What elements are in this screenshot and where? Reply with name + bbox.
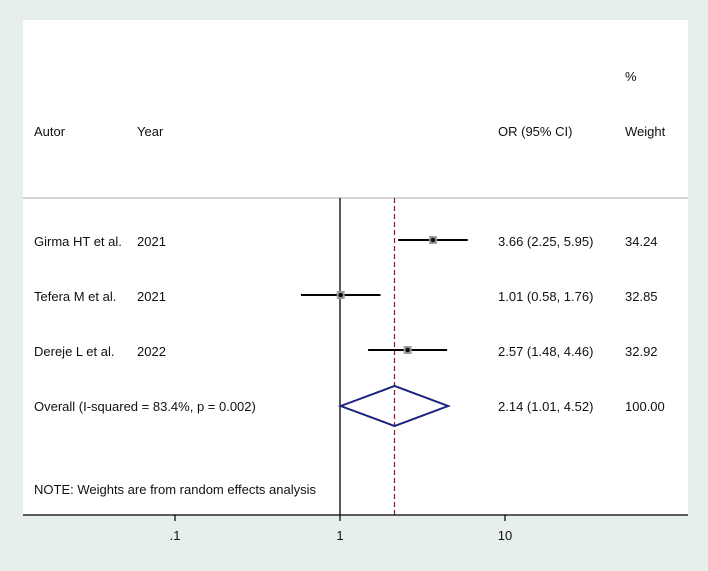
header-year: Year	[137, 124, 164, 139]
x-tick-label: .1	[170, 528, 181, 543]
overall-label: Overall (I-squared = 83.4%, p = 0.002)	[34, 399, 256, 414]
overall-diamond	[337, 384, 451, 428]
study-author: Dereje L et al.	[34, 344, 114, 359]
x-tick-label: 1	[336, 528, 343, 543]
study-year: 2021	[137, 234, 166, 249]
study-year: 2021	[137, 289, 166, 304]
study-point-estimate	[338, 292, 344, 298]
header-weight-percent: %	[625, 69, 637, 84]
study-or-text: 1.01 (0.58, 1.76)	[498, 289, 593, 304]
study-author: Girma HT et al.	[34, 234, 122, 249]
footnote: NOTE: Weights are from random effects an…	[34, 482, 317, 497]
study-or-text: 3.66 (2.25, 5.95)	[498, 234, 593, 249]
study-or-text: 2.57 (1.48, 4.46)	[498, 344, 593, 359]
plot-area	[23, 20, 688, 515]
header-author: Autor	[34, 124, 66, 139]
overall-or-text: 2.14 (1.01, 4.52)	[498, 399, 593, 414]
study-point-estimate	[430, 237, 436, 243]
study-weight: 32.92	[625, 344, 658, 359]
header-or: OR (95% CI)	[498, 124, 572, 139]
x-tick-label: 10	[498, 528, 512, 543]
header-weight: Weight	[625, 124, 666, 139]
study-weight: 32.85	[625, 289, 658, 304]
chart-marks: .1 1 10	[23, 198, 688, 543]
study-author: Tefera M et al.	[34, 289, 116, 304]
study-weight: 34.24	[625, 234, 658, 249]
overall-weight: 100.00	[625, 399, 665, 414]
study-point-estimate	[405, 347, 410, 353]
study-year: 2022	[137, 344, 166, 359]
